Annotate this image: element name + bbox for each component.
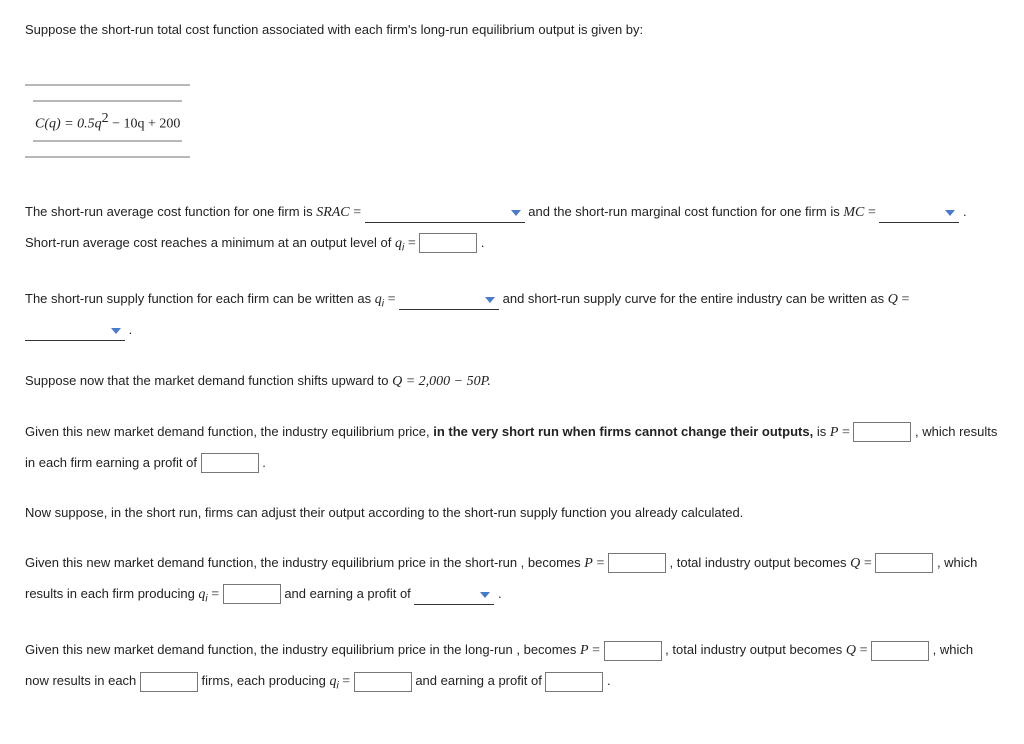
lr-price-input[interactable] bbox=[604, 641, 662, 661]
industry-supply-dropdown[interactable] bbox=[25, 322, 125, 341]
lr-qi-input[interactable] bbox=[354, 672, 412, 692]
cost-eq-exp: 2 bbox=[102, 111, 109, 126]
text-lr-a: Given this new market demand function, t… bbox=[25, 642, 580, 657]
chevron-down-icon bbox=[480, 592, 490, 598]
long-run-line: Given this new market demand function, t… bbox=[25, 636, 999, 698]
qi-sub-2: i bbox=[382, 299, 384, 310]
text-lr-e: and earning a profit of bbox=[415, 673, 545, 688]
cost-eq-rhs: − 10q + 200 bbox=[109, 116, 181, 131]
srac-dropdown[interactable] bbox=[365, 204, 525, 223]
srac-symbol: SRAC bbox=[316, 205, 349, 220]
P-symbol: P bbox=[830, 425, 839, 440]
short-run-line: Given this new market demand function, t… bbox=[25, 549, 999, 611]
very-short-run-line: Given this new market demand function, t… bbox=[25, 418, 999, 477]
lr-Q-input[interactable] bbox=[871, 641, 929, 661]
qi-symbol-2: q bbox=[375, 292, 382, 307]
supply-line: The short-run supply function for each f… bbox=[25, 285, 999, 344]
text-lr-b: , total industry output becomes bbox=[665, 642, 846, 657]
chevron-down-icon bbox=[485, 297, 495, 303]
lr-profit-input[interactable] bbox=[545, 672, 603, 692]
text-mc-intro: and the short-run marginal cost function… bbox=[528, 204, 843, 219]
vsr-price-input[interactable] bbox=[853, 422, 911, 442]
sr-price-input[interactable] bbox=[608, 553, 666, 573]
qi-symbol: q bbox=[395, 236, 402, 251]
text-sr-b: , total industry output becomes bbox=[670, 555, 851, 570]
text-vsr-a: Given this new market demand function, t… bbox=[25, 424, 433, 439]
cost-eq-lhs: C(q) = 0.5q bbox=[35, 116, 102, 131]
text-demand-shift: Suppose now that the market demand funct… bbox=[25, 373, 392, 388]
P-symbol-lr: P bbox=[580, 643, 589, 658]
sr-qi-input[interactable] bbox=[223, 584, 281, 604]
vsr-profit-input[interactable] bbox=[201, 453, 259, 473]
lr-firms-input[interactable] bbox=[140, 672, 198, 692]
Q-symbol-lr: Q bbox=[846, 643, 856, 658]
text-vsr-bold: in the very short run when firms cannot … bbox=[433, 424, 813, 439]
srac-mc-line: The short-run average cost function for … bbox=[25, 198, 999, 260]
qi-sub-lr: i bbox=[336, 681, 338, 692]
sr-Q-input[interactable] bbox=[875, 553, 933, 573]
P-symbol-sr: P bbox=[584, 556, 593, 571]
qi-min-input[interactable] bbox=[419, 233, 477, 253]
qi-sub: i bbox=[402, 242, 404, 253]
text-srac-intro: The short-run average cost function for … bbox=[25, 204, 316, 219]
firm-supply-dropdown[interactable] bbox=[399, 291, 499, 310]
text-sr-d: and earning a profit of bbox=[284, 586, 414, 601]
qi-sub-sr: i bbox=[205, 593, 207, 604]
text-vsr-b: is bbox=[817, 424, 830, 439]
cost-equation-block: C(q) = 0.5q2 − 10q + 200 bbox=[25, 84, 190, 158]
text-lr-d: firms, each producing bbox=[202, 673, 330, 688]
text-industry-supply: and short-run supply curve for the entir… bbox=[503, 291, 888, 306]
qi-symbol-lr: q bbox=[329, 674, 336, 689]
sr-profit-dropdown[interactable] bbox=[414, 586, 494, 605]
Q-symbol: Q bbox=[888, 292, 898, 307]
text-firm-supply: The short-run supply function for each f… bbox=[25, 291, 375, 306]
intro-text: Suppose the short-run total cost functio… bbox=[25, 20, 999, 40]
Q-symbol-sr: Q bbox=[850, 556, 860, 571]
text-sr-a: Given this new market demand function, t… bbox=[25, 555, 584, 570]
demand-eq: Q = 2,000 − 50P. bbox=[392, 374, 491, 389]
chevron-down-icon bbox=[111, 328, 121, 334]
short-run-adjust-text: Now suppose, in the short run, firms can… bbox=[25, 503, 999, 523]
mc-dropdown[interactable] bbox=[879, 204, 959, 223]
chevron-down-icon bbox=[511, 210, 521, 216]
chevron-down-icon bbox=[945, 210, 955, 216]
mc-symbol: MC bbox=[843, 205, 864, 220]
demand-shift-line: Suppose now that the market demand funct… bbox=[25, 371, 999, 392]
